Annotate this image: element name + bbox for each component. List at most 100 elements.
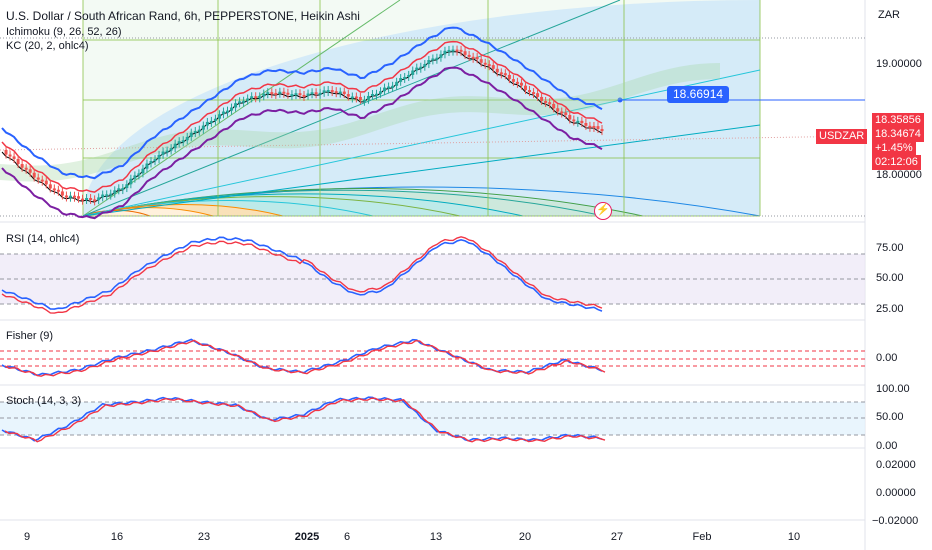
candle-body (395, 81, 399, 86)
rsi-tick-50: 50.00 (876, 272, 904, 284)
candle-body (354, 96, 358, 99)
candle-body (475, 56, 479, 60)
candle-body (487, 64, 491, 67)
candle-body (350, 96, 354, 99)
candle-body (81, 198, 85, 201)
fan-line (82, 0, 401, 217)
extra-tick-2: 0.00000 (876, 487, 916, 499)
candle-body (423, 64, 427, 67)
stoch-tick-50: 50.00 (876, 411, 904, 423)
candle-body (68, 195, 72, 198)
candle-body (463, 51, 467, 55)
fisher-tick-0: 0.00 (876, 352, 898, 364)
candle-body (447, 49, 451, 52)
ichimoku-baseline (1, 40, 603, 193)
candle-body (141, 168, 145, 174)
candle-body (584, 122, 588, 126)
lightning-icon[interactable]: ⚡ (594, 202, 612, 220)
candle-body (568, 115, 572, 120)
candle-body (411, 70, 415, 75)
price-tag-2: 18.34674 (872, 127, 924, 142)
rsi-signal (1, 236, 603, 314)
candle-body (370, 94, 374, 97)
candle-body (435, 57, 439, 60)
candle-body (165, 150, 169, 153)
candle-body (32, 172, 36, 178)
extra-tick-3: −0.02000 (872, 515, 919, 527)
time-label: 23 (197, 531, 211, 543)
candle-body (60, 191, 64, 196)
fisher-legend[interactable]: Fisher (9) (6, 330, 54, 342)
candle-body (20, 164, 24, 168)
line-price-label[interactable]: 18.66914 (667, 86, 730, 103)
candle-body (334, 91, 338, 94)
candle-body (286, 92, 290, 95)
candle-body (419, 66, 423, 69)
time-label: 10 (787, 531, 801, 543)
candle-body (189, 132, 193, 137)
candle-body (342, 91, 346, 95)
candle-body (153, 159, 157, 162)
countdown-tag: 02:12:06 (872, 155, 921, 170)
candle-body (536, 93, 540, 97)
candle-body (226, 110, 230, 113)
candle-body (117, 188, 121, 191)
candle-body (40, 179, 44, 182)
candle-body (528, 90, 532, 93)
candle-body (532, 92, 536, 95)
time-label-year: 2025 (294, 531, 320, 543)
kc-legend[interactable]: KC (20, 2, ohlc4) (6, 40, 89, 52)
candle-body (548, 102, 552, 105)
last-price-tag: 18.35856 (872, 113, 924, 128)
candle-body (540, 96, 544, 101)
candle-body (443, 50, 447, 55)
ichimoku-cloud (0, 62, 720, 182)
rsi-legend[interactable]: RSI (14, ohlc4) (6, 233, 80, 245)
candle-body (588, 125, 592, 128)
chart-title: U.S. Dollar / South African Rand, 6h, PE… (6, 9, 360, 23)
candle-body (145, 163, 149, 169)
candle-body (56, 189, 60, 192)
candle-body (439, 54, 443, 58)
candle-body (258, 96, 262, 99)
rsi-tick-25: 25.00 (876, 303, 904, 315)
rsi-tick-75: 75.00 (876, 242, 904, 254)
candle-body (326, 90, 330, 93)
candle-body (523, 85, 527, 91)
stoch-tick-100: 100.00 (876, 383, 910, 395)
candle-body (379, 91, 383, 94)
candle-body (519, 82, 523, 86)
candle-body (201, 125, 205, 130)
stoch-legend[interactable]: Stoch (14, 3, 3) (6, 395, 82, 407)
kc-upper (1, 26, 603, 180)
candle-body (121, 188, 125, 191)
candle-body (415, 67, 419, 71)
candle-body (177, 141, 181, 144)
rsi-band (0, 254, 865, 304)
candle-body (290, 94, 294, 97)
candle-body (556, 108, 560, 112)
candle-body (64, 195, 68, 198)
stoch-band (0, 402, 865, 435)
candle-body (407, 74, 411, 77)
candle-body (282, 91, 286, 94)
candle-body (330, 90, 334, 93)
time-label: 6 (343, 531, 351, 543)
candle-body (362, 99, 366, 102)
fan-line (82, 0, 621, 217)
price-tick-19: 19.00000 (876, 58, 922, 70)
kc-lower (1, 66, 603, 220)
candle-body (298, 93, 302, 96)
ichimoku-legend[interactable]: Ichimoku (9, 26, 52, 26) (6, 26, 122, 38)
candle-body (576, 120, 580, 123)
candle-body (431, 58, 435, 61)
candle-body (278, 91, 282, 94)
price-dotted-line (0, 135, 866, 151)
candle-body (12, 156, 16, 159)
candle-body (391, 85, 395, 88)
candle-body (403, 76, 407, 79)
candle-body (383, 87, 387, 92)
fib-arc-zone (83, 0, 760, 216)
candle-body (125, 184, 129, 189)
